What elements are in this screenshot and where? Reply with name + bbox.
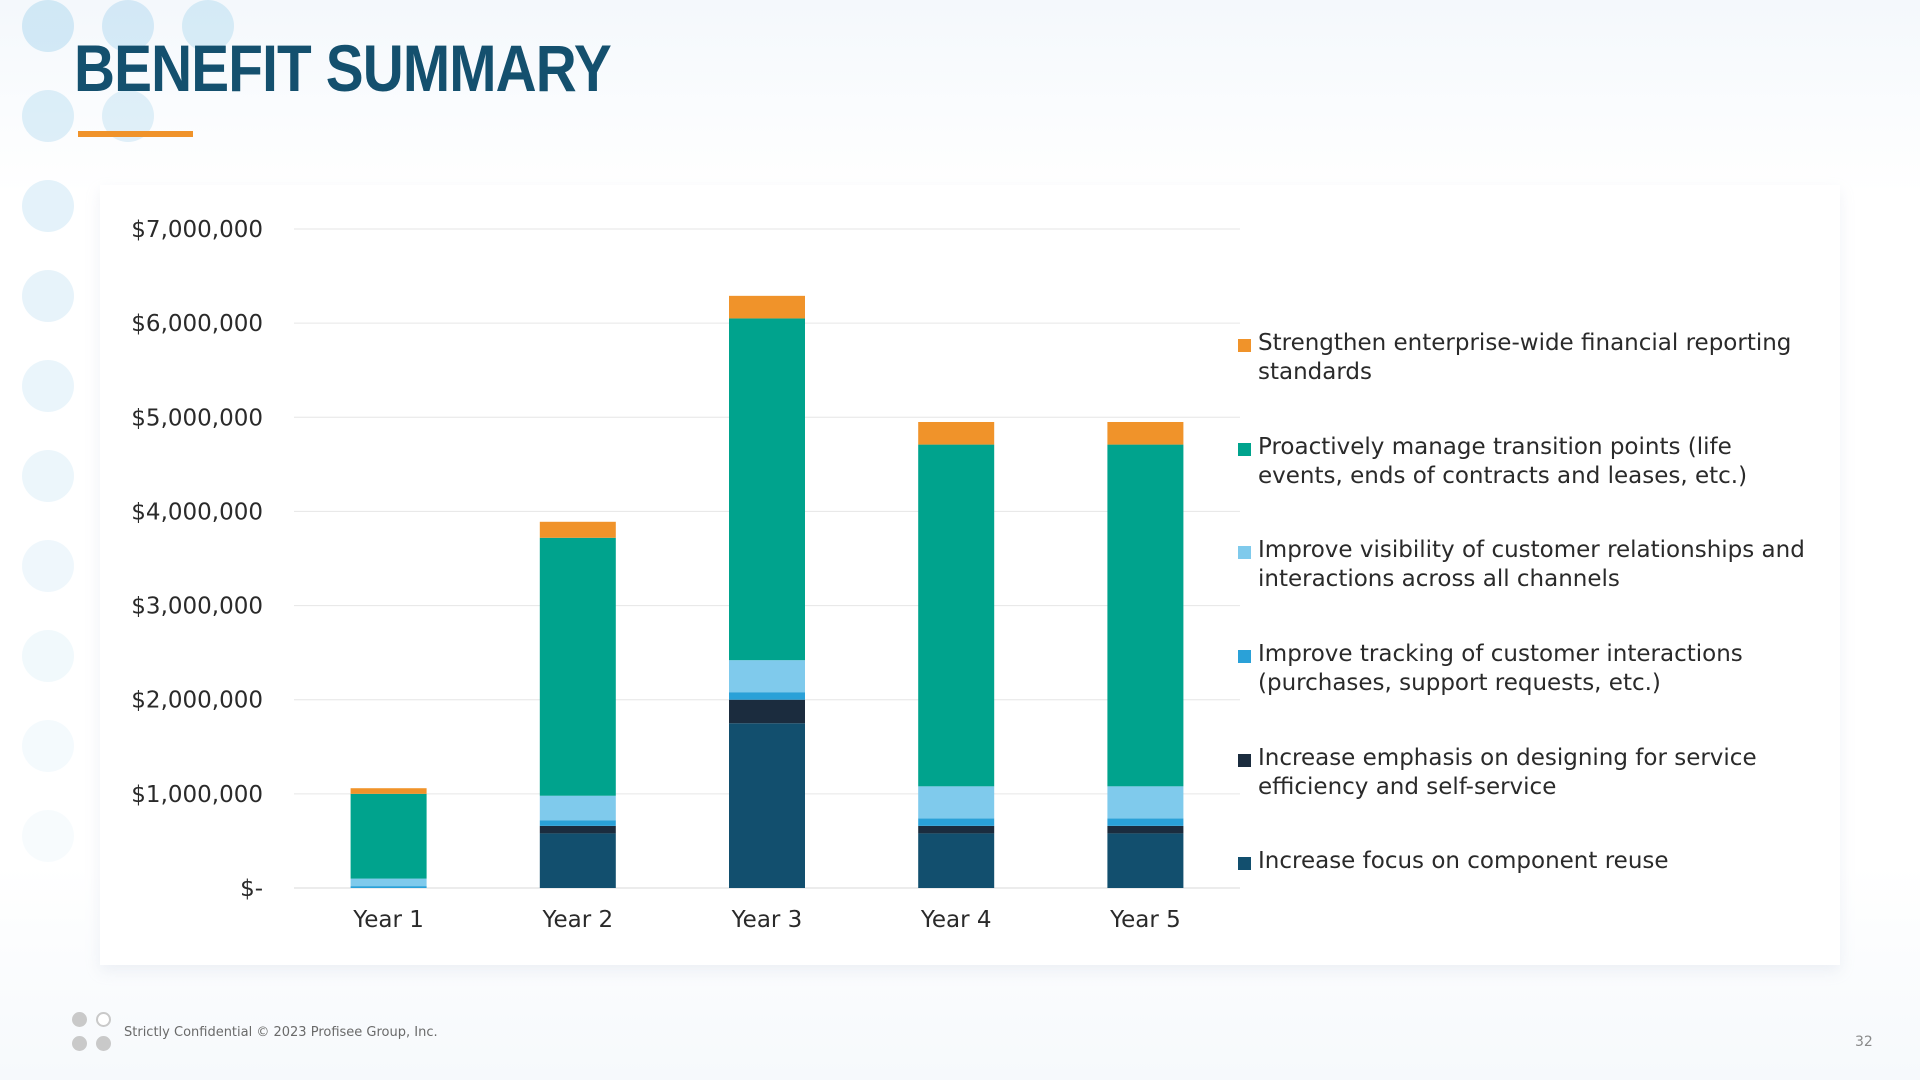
bar-segment <box>918 825 995 834</box>
bar-segment <box>539 795 616 821</box>
decorative-dot <box>22 90 74 142</box>
bar-segment <box>350 886 427 888</box>
legend-swatch <box>1238 857 1251 870</box>
legend-item: Increase emphasis on designing for servi… <box>1238 744 1818 802</box>
legend-label: Improve tracking of customer interaction… <box>1258 641 1743 696</box>
legend-label: Increase emphasis on designing for servi… <box>1258 745 1757 800</box>
company-logo <box>72 1012 116 1056</box>
bar-segment <box>539 820 616 826</box>
legend-item: Increase focus on component reuse <box>1238 847 1818 876</box>
bar-segment <box>1107 818 1184 826</box>
y-tick-label: $7,000,000 <box>131 217 263 243</box>
bar-segment <box>539 537 616 796</box>
bar-segment <box>918 786 995 819</box>
bar-segment <box>918 444 995 787</box>
legend-label: Improve visibility of customer relations… <box>1258 537 1805 592</box>
legend-label: Proactively manage transition points (li… <box>1258 434 1748 489</box>
y-tick-label: $5,000,000 <box>131 405 263 431</box>
bar-segment <box>729 723 805 888</box>
bar-segment <box>729 692 805 700</box>
page-title: BENEFIT SUMMARY <box>74 31 612 105</box>
legend-swatch <box>1238 339 1251 352</box>
legend-label: Strengthen enterprise-wide financial rep… <box>1258 330 1792 385</box>
x-tick-label: Year 2 <box>541 907 613 933</box>
x-tick-label: Year 1 <box>352 907 424 933</box>
bar-segment <box>1107 786 1184 819</box>
legend-label: Increase focus on component reuse <box>1258 848 1669 874</box>
x-tick-label: Year 5 <box>1109 907 1181 933</box>
legend-swatch <box>1238 443 1251 456</box>
bar-segment <box>1107 833 1184 888</box>
y-tick-label: $1,000,000 <box>131 782 263 808</box>
bar-segment <box>918 833 995 888</box>
bar-segment <box>350 788 427 794</box>
x-tick-label: Year 4 <box>920 907 992 933</box>
legend-item: Proactively manage transition points (li… <box>1238 433 1818 491</box>
legend-item: Strengthen enterprise-wide financial rep… <box>1238 329 1818 387</box>
decorative-dot <box>22 0 74 52</box>
bar-segment <box>350 878 427 887</box>
legend-swatch <box>1238 546 1251 559</box>
bar-segment <box>918 421 995 445</box>
bar-segment <box>729 318 805 661</box>
decorative-dot <box>22 810 74 862</box>
decorative-dot <box>22 180 74 232</box>
bar-segment <box>918 818 995 826</box>
bar-segment <box>729 660 805 693</box>
legend-swatch <box>1238 754 1251 767</box>
decorative-dot <box>22 720 74 772</box>
y-tick-label: $4,000,000 <box>131 499 263 525</box>
decorative-dot <box>102 0 154 52</box>
y-tick-label: $3,000,000 <box>131 594 263 620</box>
bar-segment <box>350 793 427 879</box>
legend-swatch <box>1238 650 1251 663</box>
title-underline <box>78 131 193 137</box>
y-tick-label: $6,000,000 <box>131 311 263 337</box>
page-number: 32 <box>1855 1034 1873 1050</box>
bar-segment <box>539 825 616 834</box>
decorative-dot <box>22 540 74 592</box>
decorative-dot <box>22 450 74 502</box>
y-tick-label: $2,000,000 <box>131 688 263 714</box>
bar-segment <box>539 833 616 888</box>
y-tick-label: $- <box>240 876 263 902</box>
bar-segment <box>729 295 805 319</box>
decorative-dot <box>22 270 74 322</box>
footer-confidential-text: Strictly Confidential © 2023 Profisee Gr… <box>124 1025 438 1040</box>
bar-segment <box>1107 421 1184 445</box>
bar-segment <box>729 699 805 724</box>
bar-segment <box>1107 825 1184 834</box>
x-tick-label: Year 3 <box>731 907 803 933</box>
decorative-dot <box>22 630 74 682</box>
bar-segment <box>539 521 616 538</box>
decorative-dot <box>182 0 234 52</box>
legend-item: Improve tracking of customer interaction… <box>1238 640 1818 698</box>
legend-item: Improve visibility of customer relations… <box>1238 536 1818 594</box>
decorative-dot <box>22 360 74 412</box>
bar-segment <box>1107 444 1184 787</box>
